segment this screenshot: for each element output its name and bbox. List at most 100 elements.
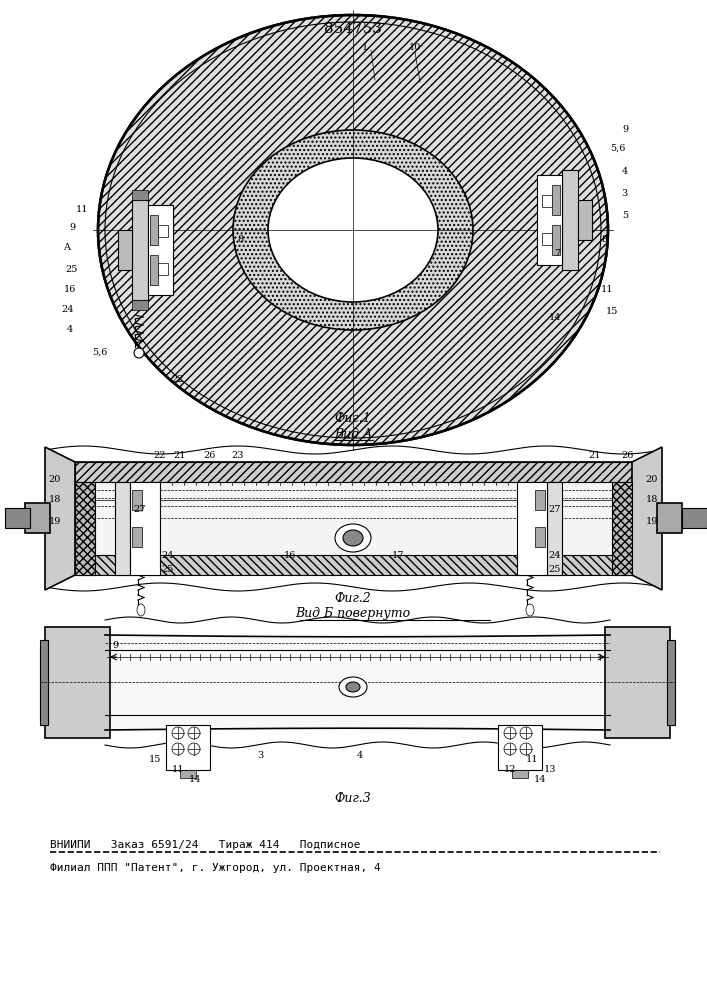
Ellipse shape [98,15,608,445]
Text: 22: 22 [153,450,166,460]
Bar [148,205,173,295]
Bar [45,627,110,738]
Text: 16: 16 [64,286,76,294]
Text: 14: 14 [189,776,201,784]
Bar [40,640,48,725]
Text: 14: 14 [549,314,561,322]
Bar [552,225,560,255]
Text: 8: 8 [237,235,243,244]
Bar [132,190,148,200]
Bar [682,508,707,528]
Ellipse shape [339,677,367,697]
Bar [75,462,632,575]
Text: 21: 21 [589,450,601,460]
Bar [75,482,95,575]
Text: 11: 11 [76,206,88,215]
Bar [542,195,552,207]
Text: 11: 11 [601,286,613,294]
Text: 9: 9 [69,224,75,232]
Text: 7: 7 [554,248,560,257]
Bar [552,185,560,215]
Text: 11: 11 [526,756,538,764]
Text: 17: 17 [392,550,404,560]
Text: 27: 27 [549,506,561,514]
Text: 22: 22 [172,375,185,384]
Bar [537,175,562,265]
Text: 26: 26 [622,450,634,460]
Ellipse shape [172,743,184,755]
Text: 19: 19 [645,518,658,526]
Bar [132,527,142,547]
Text: 8: 8 [601,235,607,244]
Text: 10: 10 [409,43,421,52]
Ellipse shape [526,604,534,616]
Text: 16: 16 [284,550,296,560]
Bar [535,527,545,547]
Text: 13: 13 [544,766,556,774]
Bar [150,255,158,285]
Text: 27: 27 [134,506,146,514]
Bar [75,555,632,575]
Bar [5,508,30,528]
Bar [115,482,130,575]
Text: Вид А: Вид А [334,428,373,442]
Text: 4: 4 [622,167,628,176]
Text: 20: 20 [49,476,62,485]
Text: 24: 24 [549,550,561,560]
Bar [150,215,158,245]
Bar [612,482,632,575]
Ellipse shape [268,158,438,302]
Text: 5: 5 [622,211,628,220]
Bar [158,263,168,275]
Bar [512,770,528,778]
Ellipse shape [504,743,516,755]
Ellipse shape [188,743,200,755]
Text: 15: 15 [606,308,618,316]
Text: 19: 19 [49,518,62,526]
Bar [132,490,142,510]
Ellipse shape [343,530,363,546]
Bar [25,503,50,533]
Bar [605,627,670,738]
Ellipse shape [504,727,516,739]
Bar [535,490,545,510]
Text: 14: 14 [534,776,547,784]
Ellipse shape [335,524,371,552]
Text: ВНИИПИ   Заказ 6591/24   Тираж 414   Подписное: ВНИИПИ Заказ 6591/24 Тираж 414 Подписное [50,840,361,850]
Bar [166,725,210,770]
Bar [498,725,542,770]
Ellipse shape [134,348,144,358]
Bar [132,300,148,310]
Ellipse shape [346,682,360,692]
Ellipse shape [233,130,473,330]
Text: 25: 25 [549,566,561,574]
Bar [517,482,547,575]
Bar [180,770,196,778]
Text: 20: 20 [645,476,658,485]
Text: Вид Б повернуто: Вид Б повернуто [296,607,411,620]
Bar [75,462,632,482]
Text: 9: 9 [622,125,628,134]
Text: 24: 24 [162,550,174,560]
Polygon shape [45,447,75,590]
Bar [657,503,682,533]
Text: 5,6: 5,6 [610,143,626,152]
Text: 3: 3 [621,188,627,198]
Bar [547,482,562,575]
Text: 15: 15 [148,756,161,764]
Text: Фиг.3: Фиг.3 [334,792,371,804]
Bar [578,200,592,240]
Ellipse shape [137,604,145,616]
Bar [562,170,578,270]
Text: 9: 9 [112,641,118,650]
Text: 4: 4 [67,326,73,334]
Bar [158,225,168,237]
Text: Фиг.1: Фиг.1 [334,412,371,424]
Ellipse shape [188,727,200,739]
Ellipse shape [520,743,532,755]
Text: 26: 26 [204,450,216,460]
Text: 21: 21 [174,450,186,460]
Text: 25: 25 [66,265,78,274]
Text: 4: 4 [357,750,363,760]
Text: 3: 3 [257,750,263,760]
